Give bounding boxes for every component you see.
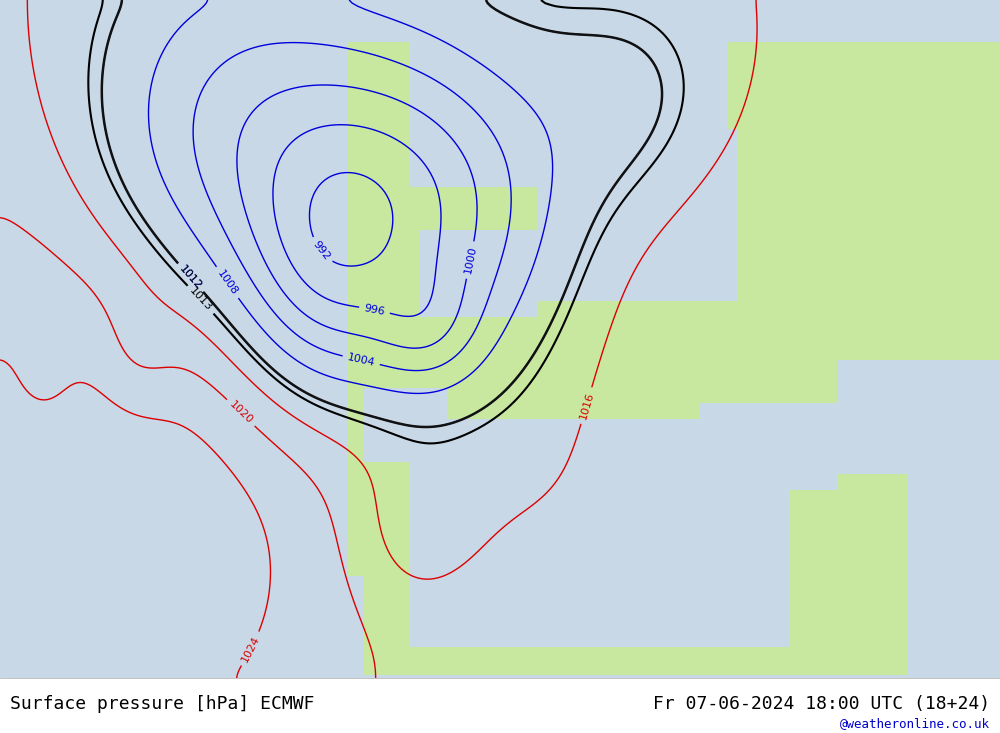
Text: 1012: 1012 bbox=[178, 264, 204, 292]
Text: 996: 996 bbox=[363, 303, 386, 317]
Text: Fr 07-06-2024 18:00 UTC (18+24): Fr 07-06-2024 18:00 UTC (18+24) bbox=[653, 695, 990, 712]
Text: @weatheronline.co.uk: @weatheronline.co.uk bbox=[840, 718, 990, 730]
Text: 1000: 1000 bbox=[463, 246, 478, 275]
Text: 1013: 1013 bbox=[187, 286, 214, 313]
Text: Surface pressure [hPa] ECMWF: Surface pressure [hPa] ECMWF bbox=[10, 695, 314, 712]
Text: 1004: 1004 bbox=[346, 352, 376, 368]
Text: 1012: 1012 bbox=[178, 264, 204, 292]
Text: 1016: 1016 bbox=[578, 391, 595, 421]
Text: 1024: 1024 bbox=[240, 634, 262, 664]
Text: 992: 992 bbox=[310, 239, 331, 262]
Text: 1020: 1020 bbox=[227, 399, 254, 426]
Text: 1008: 1008 bbox=[215, 268, 240, 297]
